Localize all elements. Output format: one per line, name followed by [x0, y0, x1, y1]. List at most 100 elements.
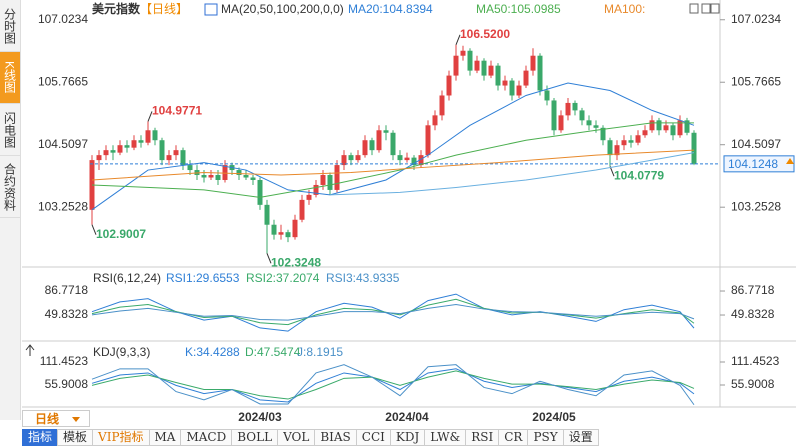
series-line	[91, 82, 695, 211]
candle-body	[334, 165, 340, 190]
toolbar-button[interactable]: CCI	[355, 429, 391, 446]
candle-body	[180, 150, 186, 166]
dropdown-arrow	[72, 417, 80, 422]
candle-body	[586, 120, 592, 126]
toolbar-button[interactable]: RSI	[465, 429, 500, 446]
candle-body	[96, 155, 102, 161]
candle-body	[670, 125, 676, 136]
annotation: 106.5200	[460, 27, 510, 41]
toolbar-button[interactable]: 指标	[22, 429, 59, 446]
side-tab[interactable]: 合约资料	[0, 156, 20, 218]
candle-body	[572, 102, 578, 111]
y-tick-label: 105.7665	[731, 74, 781, 88]
candle-body	[607, 140, 613, 156]
y-tick-label: 86.7718	[45, 283, 89, 297]
legend-entry: MA50:105.0985	[476, 2, 561, 16]
side-tab[interactable]: 分时图	[0, 0, 20, 52]
annotation: 104.0779	[614, 168, 664, 182]
candle-body	[264, 204, 270, 225]
y-tick-label: 103.2528	[731, 199, 781, 213]
legend-entry: RSI2:37.2074	[246, 271, 320, 285]
toolbar-button[interactable]: VIP指标	[92, 429, 150, 446]
candle-body	[306, 194, 312, 200]
candle-body	[376, 130, 382, 151]
candle-body	[201, 175, 207, 178]
toolbar-button[interactable]: BIAS	[314, 429, 357, 446]
candle-body	[159, 140, 165, 161]
toolbar-button[interactable]: CR	[498, 429, 529, 446]
candle-body	[187, 165, 193, 171]
candle-body	[663, 125, 669, 131]
toolbar-button[interactable]: LW&	[424, 429, 467, 446]
toolbar-button[interactable]: BOLL	[231, 429, 279, 446]
y-tick-label: 86.7718	[731, 283, 775, 297]
candle-body	[467, 50, 473, 71]
candle-body	[628, 140, 634, 143]
y-tick-label: 49.8328	[45, 307, 89, 321]
candle-body	[474, 60, 480, 71]
candle-body	[152, 130, 158, 141]
candle-body	[103, 150, 109, 156]
marker	[786, 158, 794, 164]
candle-body	[117, 145, 123, 153]
toolbar-button[interactable]: 模板	[57, 429, 94, 446]
y-tick-label: 107.0234	[38, 12, 88, 26]
legend-entry: MA100:	[604, 2, 645, 16]
candle-body	[383, 130, 389, 133]
side-tab[interactable]: K线图	[0, 52, 20, 104]
candle-body	[110, 150, 116, 153]
y-tick-label: 111.4523	[40, 354, 89, 368]
candle-body	[131, 140, 137, 148]
toolbar-button[interactable]: VOL	[277, 429, 316, 446]
toolbar-button[interactable]: 设置	[562, 429, 599, 446]
candle-body	[299, 199, 305, 220]
y-tick-label: 49.8328	[731, 307, 775, 321]
legend-entry: MA20:104.8394	[348, 2, 433, 16]
series-line	[91, 122, 694, 198]
candle-body	[285, 232, 291, 238]
candle-body	[243, 175, 249, 178]
candle-body	[551, 100, 557, 131]
toolbar-button[interactable]: PSY	[527, 429, 564, 446]
annotation-leader	[266, 253, 272, 264]
candle-body	[530, 55, 536, 71]
x-tick-label: 2024/05	[532, 410, 576, 424]
candle-body	[579, 110, 585, 121]
candle-body	[145, 130, 151, 143]
period-selector[interactable]: 日线	[22, 410, 90, 427]
candle-body	[250, 177, 256, 180]
candle-body	[173, 150, 179, 156]
candle-body	[593, 125, 599, 128]
y-tick-label: 104.5097	[731, 137, 781, 151]
candle-body	[278, 232, 284, 235]
toolbar-button[interactable]: MA	[148, 429, 182, 446]
panel-title: KDJ(9,3,3)	[93, 345, 150, 359]
y-tick-label: 55.9008	[45, 377, 89, 391]
toolbar-button[interactable]: MACD	[180, 429, 233, 446]
candle-body	[222, 165, 228, 180]
legend-title: MA(20,50,100,200,0,0)	[221, 2, 344, 16]
toolbar-button[interactable]: KDJ	[389, 429, 426, 446]
toolbar: 指标 模板 VIP指标 MA MACD BOLL VOL BIAS CCI KDJ LW& RSI CR…	[22, 429, 599, 446]
y-tick-label: 55.9008	[731, 377, 775, 391]
candle-body	[439, 95, 445, 116]
series-line	[91, 368, 695, 403]
side-tab[interactable]: 闪电图	[0, 104, 20, 156]
side-tabs: 分时图 K线图 闪电图 合约资料	[0, 0, 21, 420]
candle-body	[621, 140, 627, 146]
candle-body	[166, 155, 172, 161]
candle-body	[313, 184, 319, 195]
candle-body	[502, 80, 508, 86]
candle-body	[138, 140, 144, 143]
candle-body	[649, 120, 655, 131]
series-line	[91, 149, 695, 181]
candle-body	[411, 157, 417, 166]
indicator-icon	[25, 344, 35, 356]
candle-body	[404, 157, 410, 161]
candle-body	[124, 145, 130, 148]
series-line	[91, 304, 695, 321]
x-tick-label: 2024/03	[238, 410, 282, 424]
candle-body	[495, 65, 501, 86]
